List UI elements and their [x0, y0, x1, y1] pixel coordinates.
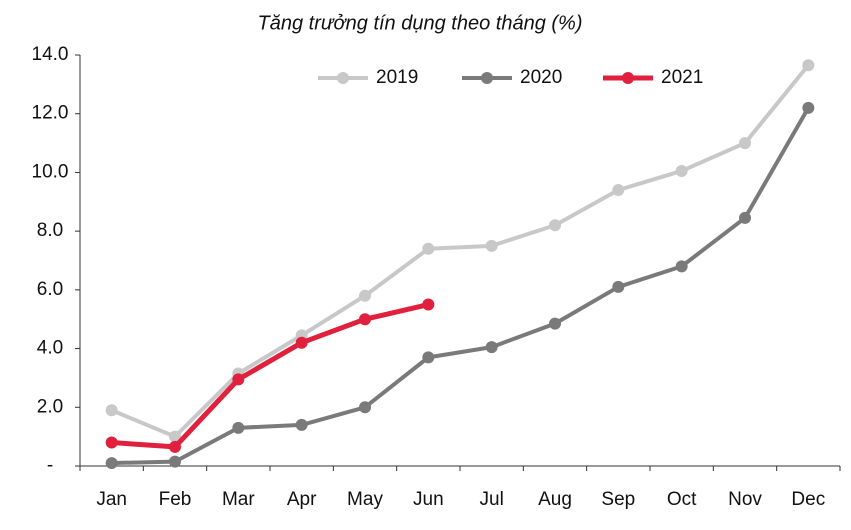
data-point [232, 373, 245, 386]
data-point [675, 164, 688, 177]
legend-marker [337, 72, 349, 84]
x-tick-label: Oct [667, 489, 697, 510]
x-tick-label: Mar [222, 489, 255, 510]
data-point [675, 260, 688, 273]
y-tick-label: 14.0 [32, 44, 69, 65]
y-tick-label: - [47, 455, 53, 476]
x-tick-label: Apr [287, 489, 317, 510]
series-line [111, 106, 811, 466]
x-tick-label: Sep [601, 489, 635, 510]
data-point [105, 404, 118, 417]
data-point [105, 436, 118, 449]
data-point [169, 455, 181, 468]
x-tick-label: Dec [791, 489, 825, 510]
y-tick-label: 10.0 [32, 161, 69, 182]
x-tick-label: Jan [96, 489, 127, 510]
data-point [612, 280, 625, 293]
data-point [169, 430, 181, 443]
data-point [549, 317, 561, 330]
series-line [110, 64, 810, 439]
data-point [295, 336, 308, 349]
data-point [422, 242, 435, 255]
x-tick-label: Nov [728, 489, 762, 510]
data-point [802, 59, 815, 72]
y-tick-label: 8.0 [37, 220, 63, 241]
data-point [739, 211, 751, 224]
x-tick-label: May [347, 489, 383, 510]
data-point [485, 239, 498, 252]
data-point [422, 298, 435, 311]
x-tick-label: Jul [480, 489, 504, 510]
data-point [802, 101, 815, 114]
legend-marker [481, 72, 493, 84]
legend-label: 2021 [661, 67, 703, 88]
data-point [739, 137, 751, 150]
data-point [105, 457, 118, 470]
data-point [359, 313, 371, 326]
data-point [612, 184, 625, 197]
data-point [549, 219, 561, 232]
data-point [359, 401, 371, 414]
data-point [169, 440, 181, 453]
data-point [422, 351, 435, 364]
y-tick-label: 6.0 [37, 279, 63, 300]
data-point [359, 289, 371, 302]
x-tick-label: Jun [413, 489, 444, 510]
data-point [232, 421, 245, 434]
series-line [111, 302, 429, 450]
legend-label: 2020 [520, 67, 562, 88]
x-tick-label: Feb [159, 489, 192, 510]
legend-label: 2019 [376, 67, 418, 88]
y-tick-label: 2.0 [37, 396, 63, 417]
y-tick-label: 4.0 [37, 338, 63, 359]
x-tick-label: Aug [538, 489, 572, 510]
legend-marker [622, 72, 634, 84]
data-point [485, 341, 498, 354]
data-point [295, 418, 308, 431]
y-tick-label: 12.0 [32, 103, 69, 124]
chart-title: Tăng trưởng tín dụng theo tháng (%) [258, 12, 583, 34]
